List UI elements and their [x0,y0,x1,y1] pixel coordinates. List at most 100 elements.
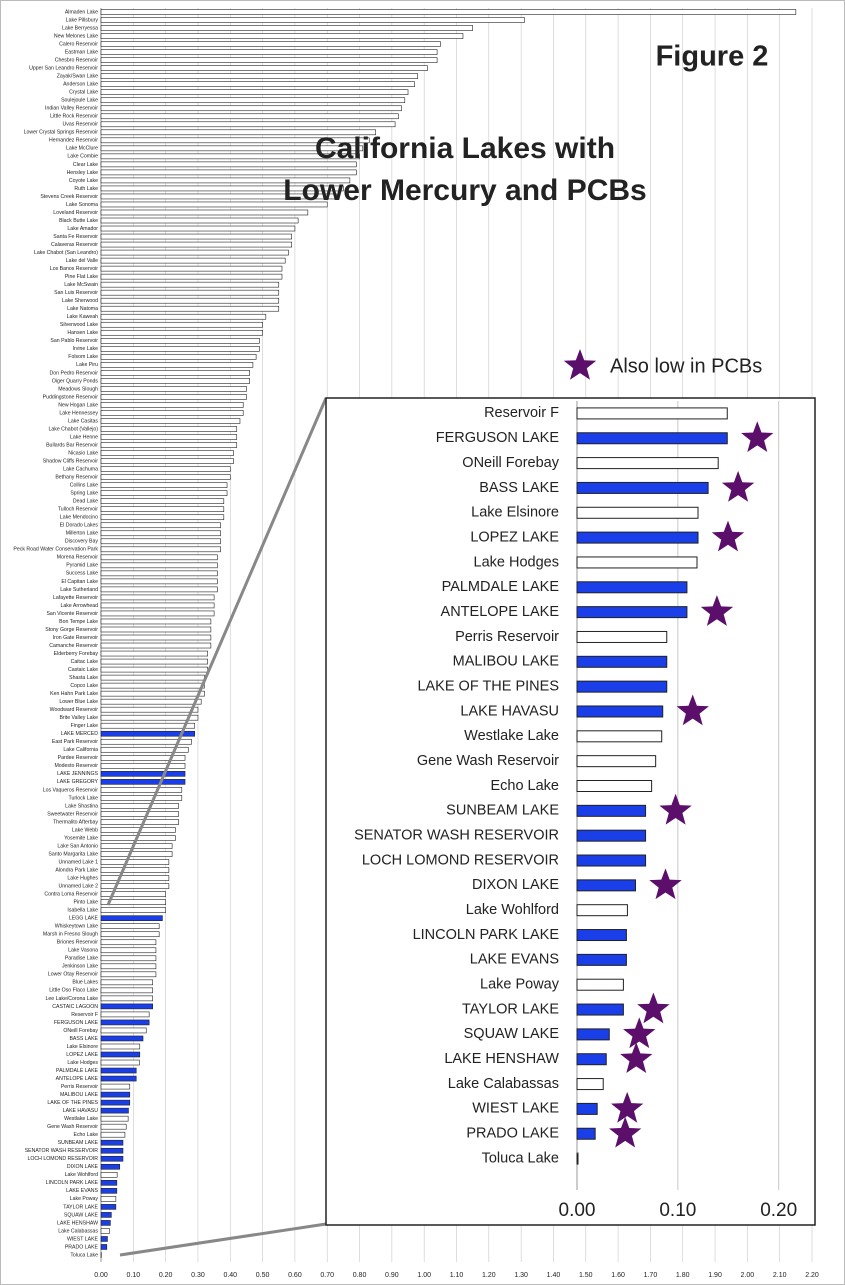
category-label: Lake Henne [70,434,98,440]
category-label: Shadow Cliffs Reservoir [43,458,99,464]
category-label: Gene Wash Reservoir [47,1124,98,1130]
bar [100,434,238,440]
bar [100,971,157,978]
category-label: LAKE JENNINGS [57,771,98,777]
bar [100,25,473,31]
category-label: SUNBEAM LAKE [58,1140,99,1146]
category-label: Lower Crystal Springs Reservoir [24,130,99,136]
category-label: Zayak/Swan Lake [57,74,98,80]
category-label: PRADO LAKE [466,1126,559,1142]
category-label: Lake McSwain [64,282,98,288]
bar [576,780,653,792]
category-label: WIEST LAKE [67,1236,99,1242]
bar [100,257,286,264]
bar [100,819,179,825]
category-label: LAKE GREGORY [57,779,99,785]
category-label: Puddingstone Reservoir [43,394,99,400]
bar [576,680,668,693]
legend-label: Also low in PCBs [610,355,762,377]
x-tick-label: 1.40 [547,1272,561,1279]
bar [100,1212,112,1218]
category-label: Lake Hodges [474,554,559,570]
bar [100,402,244,408]
category-label: Uvas Reservoir [63,122,99,128]
bar [100,474,231,480]
category-label: Lake San Antonio [57,843,98,849]
category-label: Nicasio Lake [68,450,98,456]
bar [100,875,170,881]
bar [100,1180,118,1186]
bar [100,666,208,673]
bar [100,73,419,79]
bar [100,105,402,112]
category-label: Blue Lakes [72,980,98,986]
bar [100,193,338,200]
bar [100,450,234,456]
bar [100,354,257,360]
pcb-star [611,1091,644,1123]
bar [100,370,250,376]
bar [100,1131,126,1138]
bar [100,891,166,897]
x-tick-label: 0.10 [127,1272,141,1279]
bar [576,904,628,917]
x-tick-label: 0.10 [659,1200,696,1221]
bar [100,1107,129,1114]
bar [100,690,205,697]
category-label: El Capitan Lake [61,579,98,585]
category-label: SENATOR WASH RESERVOIR [25,1148,99,1154]
bar [100,289,280,296]
category-label: ANTELOPE LAKE [441,604,560,620]
category-label: Hensley Lake [67,170,99,176]
bar [100,89,409,96]
category-label: Elderberry Forebay [54,651,99,657]
category-label: Copco Lake [70,683,98,689]
category-label: Spring Lake [70,491,98,497]
category-label: Chesbro Reservoir [55,58,99,64]
bar [100,594,215,601]
bar [100,923,160,930]
category-label: Lower Otay Reservoir [48,972,98,978]
x-tick-label: 2.10 [773,1272,787,1279]
category-label: ANTELOPE LAKE [56,1076,99,1082]
category-label: San Luis Reservoir [54,290,98,296]
category-label: LAKE EVANS [470,952,559,968]
bar [100,97,406,104]
category-label: Ruth Lake [74,186,98,192]
category-label: FERGUSON LAKE [54,1020,99,1026]
category-label: Loveland Reservoir [53,210,98,216]
bar [576,1053,607,1066]
category-label: Stony Gorge Reservoir [45,627,98,633]
bar [576,432,728,445]
category-label: New Melones Lake [54,33,98,39]
bar [100,779,186,785]
category-label: Toluca Lake [70,1252,98,1258]
category-label: Lake Natoma [67,306,98,312]
category-label: Marsh in Fresno Slough [43,932,98,938]
bar [100,995,154,1002]
bar [100,394,247,400]
bar [100,1196,117,1202]
x-tick-label: 1.90 [708,1272,722,1279]
category-label: MALIBOU LAKE [60,1092,99,1098]
category-label: Meadows Slough [58,386,98,392]
pcb-star [637,992,670,1024]
bar [100,1188,118,1194]
category-label: Unnamed Lake 2 [58,883,98,889]
bar [100,1228,110,1234]
x-tick-label: 1.10 [450,1272,464,1279]
category-label: Lake Mendocino [60,515,98,521]
category-label: Don Pedro Reservoir [50,370,99,376]
category-label: Millerton Lake [66,531,98,537]
category-label: LAKE HAVASU [460,703,559,719]
bar [100,337,260,344]
bar [100,610,215,617]
bar [576,1028,610,1041]
bar [100,658,208,665]
bar [100,1011,150,1018]
category-label: SQUAW LAKE [64,1212,99,1218]
bar [576,531,699,544]
bar [576,879,636,892]
category-label: Lake Kaweah [67,314,99,320]
